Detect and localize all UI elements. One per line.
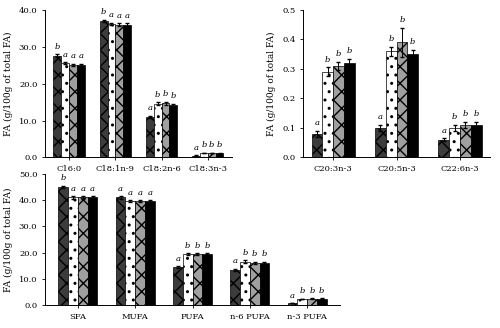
Bar	[54, 56, 62, 157]
Bar	[68, 197, 78, 305]
Text: b: b	[410, 38, 416, 46]
Bar	[192, 155, 200, 157]
Bar	[408, 54, 418, 157]
Text: a: a	[378, 113, 383, 121]
Bar	[154, 104, 162, 157]
Bar	[173, 267, 183, 305]
Text: b: b	[336, 50, 341, 58]
Text: a: a	[80, 185, 86, 193]
Bar	[135, 201, 145, 305]
Text: b: b	[163, 90, 168, 98]
Bar	[146, 117, 154, 157]
Text: b: b	[319, 287, 324, 295]
Text: b: b	[252, 251, 258, 258]
Text: b: b	[242, 249, 248, 257]
Text: b: b	[60, 174, 66, 182]
Bar	[230, 270, 240, 305]
Text: b: b	[346, 47, 352, 55]
Text: b: b	[300, 287, 305, 295]
Bar	[77, 65, 85, 157]
Bar	[202, 254, 212, 305]
Bar	[116, 25, 123, 157]
Text: b: b	[209, 141, 214, 149]
Text: a: a	[128, 189, 133, 197]
Bar	[288, 303, 298, 305]
Bar	[216, 154, 224, 157]
Text: a: a	[232, 257, 237, 265]
Text: b: b	[185, 241, 190, 250]
Text: b: b	[54, 43, 60, 51]
Bar	[460, 125, 470, 157]
Text: a: a	[314, 119, 320, 127]
Text: a: a	[70, 52, 76, 60]
Bar	[250, 263, 260, 305]
Text: a: a	[63, 51, 68, 58]
Bar	[344, 63, 354, 157]
Bar	[333, 66, 344, 157]
Y-axis label: FA (g/100g of total FA): FA (g/100g of total FA)	[4, 31, 13, 136]
Text: b: b	[262, 251, 267, 258]
Bar	[438, 140, 449, 157]
Text: b: b	[474, 110, 479, 118]
Bar	[208, 153, 216, 157]
Text: a: a	[194, 144, 198, 152]
Bar	[200, 153, 208, 157]
Bar	[240, 262, 250, 305]
Bar	[145, 201, 154, 305]
Text: b: b	[310, 287, 314, 295]
Bar	[62, 63, 69, 157]
Text: a: a	[148, 189, 152, 197]
Bar	[322, 72, 333, 157]
Text: b: b	[194, 241, 200, 250]
Text: a: a	[148, 104, 152, 112]
Y-axis label: FA (g/100g of total FA): FA (g/100g of total FA)	[268, 31, 276, 136]
Bar	[260, 263, 270, 305]
Bar	[317, 299, 326, 305]
Text: b: b	[101, 8, 106, 16]
Bar	[183, 254, 192, 305]
Bar	[470, 125, 482, 157]
Text: b: b	[155, 91, 160, 99]
Bar	[162, 103, 170, 157]
Text: a: a	[290, 292, 295, 300]
Text: b: b	[204, 241, 210, 250]
Bar	[88, 197, 98, 305]
Bar	[192, 254, 202, 305]
Bar	[100, 21, 108, 157]
Bar	[108, 24, 116, 157]
Bar	[69, 65, 77, 157]
Bar	[298, 299, 307, 305]
Bar	[116, 197, 126, 305]
Bar	[126, 201, 135, 305]
Bar	[170, 105, 177, 157]
Bar	[307, 299, 317, 305]
Bar	[58, 187, 68, 305]
Text: a: a	[70, 185, 76, 193]
Y-axis label: FA (g/100g of total FA): FA (g/100g of total FA)	[4, 187, 13, 292]
Text: a: a	[78, 52, 84, 60]
Bar	[396, 42, 407, 157]
Text: a: a	[117, 12, 122, 20]
Bar	[375, 128, 386, 157]
Text: a: a	[442, 127, 446, 134]
Text: a: a	[118, 185, 123, 193]
Bar	[123, 25, 131, 157]
Text: b: b	[170, 92, 176, 100]
Text: b: b	[452, 113, 457, 121]
Text: b: b	[201, 141, 206, 149]
Text: a: a	[176, 255, 180, 263]
Text: b: b	[399, 16, 404, 24]
Bar	[386, 51, 396, 157]
Text: b: b	[217, 141, 222, 149]
Text: a: a	[109, 11, 114, 19]
Text: b: b	[388, 35, 394, 43]
Bar	[449, 128, 460, 157]
Text: b: b	[462, 110, 468, 118]
Text: a: a	[124, 12, 130, 20]
Text: b: b	[325, 56, 330, 64]
Text: a: a	[90, 185, 95, 193]
Bar	[312, 134, 322, 157]
Bar	[78, 197, 88, 305]
Text: a: a	[138, 189, 142, 197]
